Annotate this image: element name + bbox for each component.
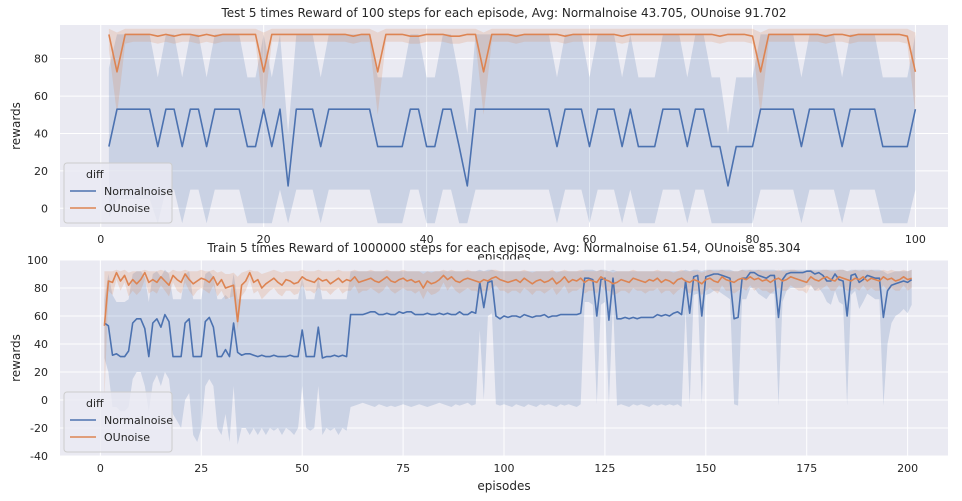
y-tick-label: 40 [34, 127, 48, 140]
x-tick-label: 100 [494, 462, 515, 475]
legend-title: diff [86, 168, 104, 181]
legend-entry: Normalnoise [104, 185, 173, 198]
series-line-1 [103, 271, 912, 326]
x-axis-label: episodes [477, 479, 530, 493]
x-tick-label: 200 [897, 462, 918, 475]
y-tick-label: 80 [34, 53, 48, 66]
legend-entry: OUnoise [104, 202, 150, 215]
chart-title: Test 5 times Reward of 100 steps for eac… [220, 6, 786, 20]
y-tick-label: 0 [41, 394, 48, 407]
x-tick-label: 100 [905, 233, 926, 246]
x-tick-label: 20 [257, 233, 271, 246]
x-tick-label: 40 [420, 233, 434, 246]
confidence-band-0 [108, 34, 916, 224]
confidence-band-1 [104, 269, 912, 400]
series-line-0 [103, 270, 913, 359]
confidence-band-1 [108, 28, 916, 115]
x-tick-label: 125 [594, 462, 615, 475]
x-tick-label: 50 [295, 462, 309, 475]
y-tick-label: 60 [34, 90, 48, 103]
y-tick-label: -20 [30, 422, 48, 435]
y-tick-label: 40 [34, 338, 48, 351]
y-tick-label: 20 [34, 165, 48, 178]
legend-entry: OUnoise [104, 431, 150, 444]
x-tick-label: 0 [97, 462, 104, 475]
y-axis-label: rewards [9, 334, 23, 382]
x-tick-label: 175 [796, 462, 817, 475]
x-tick-label: 150 [695, 462, 716, 475]
chart-panel-2: -40 -20 0 20 40 60 80 100 0 25 50 75 100 125 150 175 200… [9, 241, 948, 493]
y-tick-label: 100 [27, 254, 48, 267]
y-axis-label: rewards [9, 102, 23, 150]
x-tick-label: 0 [97, 233, 104, 246]
y-tick-label: 0 [41, 202, 48, 215]
chart-title: Train 5 times Reward of 1000000 steps fo… [206, 241, 800, 255]
series-line-1 [108, 33, 917, 73]
legend-title: diff [86, 397, 104, 410]
x-tick-label: 25 [194, 462, 208, 475]
y-tick-label: 60 [34, 310, 48, 323]
y-tick-label: 80 [34, 282, 48, 295]
series-line-0 [108, 108, 917, 187]
x-tick-label: 75 [396, 462, 410, 475]
x-tick-label: 80 [745, 233, 759, 246]
confidence-band-0 [104, 269, 912, 445]
y-tick-label: -40 [30, 450, 48, 463]
legend-entry: Normalnoise [104, 414, 173, 427]
x-tick-label: 60 [583, 233, 597, 246]
y-tick-label: 20 [34, 366, 48, 379]
chart-panel-1: 0 20 40 60 80 0 20 40 60 80 100 Test 5 times Reward… [9, 6, 948, 264]
